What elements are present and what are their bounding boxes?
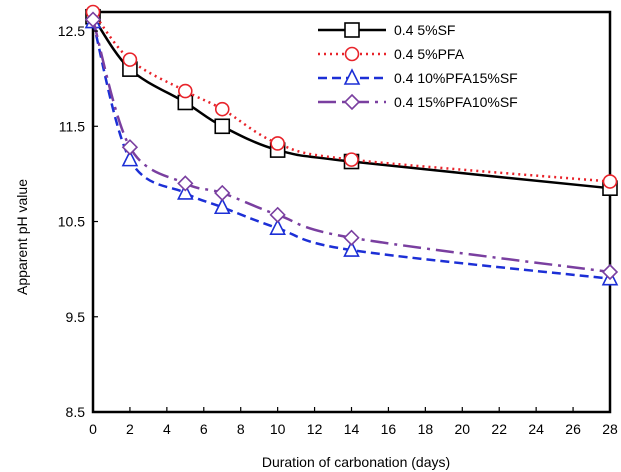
- series-4: [84, 11, 619, 281]
- axis-layer: 0 2 4 6 8 10 12 14 16 18 20 22 24 26 288.59.510.511.51…: [58, 23, 618, 437]
- x-tick-label: 16: [381, 421, 397, 437]
- data-point: [269, 218, 286, 235]
- x-tick-label: 2: [126, 421, 134, 437]
- x-axis-title: Duration of carbonation (days): [262, 454, 450, 470]
- x-tick-label: 8: [237, 421, 245, 437]
- legend-item: 0.4 10%PFA15%SF: [318, 68, 518, 86]
- data-point: [213, 197, 231, 215]
- legend-marker: [343, 93, 361, 111]
- data-point: [214, 118, 231, 135]
- legend-label: 0.4 10%PFA15%SF: [394, 70, 518, 86]
- data-point: [84, 11, 102, 28]
- x-tick-label: 28: [602, 421, 618, 437]
- legend-label: 0.4 5%SF: [394, 22, 455, 38]
- legend: 0.4 5%SF 0.4 5%PFA 0.4 10%PFA15%SF 0.4 15%P…: [318, 22, 518, 111]
- data-point: [177, 183, 194, 200]
- x-tick-label: 6: [200, 421, 208, 437]
- data-point: [177, 175, 194, 192]
- legend-item: 0.4 5%SF: [318, 22, 455, 38]
- data-point: [178, 83, 193, 99]
- data-point: [121, 149, 139, 167]
- series-layer: [84, 4, 619, 286]
- legend-marker: [344, 22, 360, 38]
- data-point: [214, 101, 230, 117]
- y-tick-label: 8.5: [66, 404, 86, 420]
- x-tick-label: 26: [565, 421, 581, 437]
- legend-label: 0.4 5%PFA: [394, 46, 465, 62]
- data-point: [344, 152, 359, 167]
- x-tick-label: 24: [528, 421, 544, 437]
- data-point: [343, 240, 360, 257]
- y-tick-label: 10.5: [58, 214, 85, 230]
- data-point: [601, 263, 619, 281]
- x-tick-label: 20: [454, 421, 470, 437]
- y-tick-label: 12.5: [58, 23, 85, 39]
- x-tick-label: 10: [270, 421, 286, 437]
- data-point: [121, 139, 139, 156]
- legend-item: 0.4 5%PFA: [318, 46, 465, 62]
- legend-label: 0.4 15%PFA10%SF: [394, 94, 518, 110]
- y-tick-label: 11.5: [59, 118, 85, 134]
- series-line: [91, 19, 611, 274]
- x-tick-label: 12: [307, 421, 323, 437]
- x-tick-label: 18: [418, 421, 434, 437]
- data-point: [269, 206, 286, 223]
- x-tick-label: 14: [344, 421, 360, 437]
- y-axis-title: Apparent pH value: [14, 179, 30, 295]
- x-tick-label: 4: [163, 421, 171, 437]
- data-point: [602, 174, 618, 189]
- data-point: [122, 52, 138, 67]
- data-point: [214, 184, 231, 202]
- x-tick-label: 0: [89, 421, 97, 437]
- y-tick-label: 9.5: [66, 309, 86, 325]
- data-point: [270, 136, 285, 151]
- legend-marker: [344, 46, 360, 62]
- data-point: [343, 229, 360, 246]
- x-tick-label: 22: [491, 421, 507, 437]
- legend-marker: [343, 68, 361, 85]
- legend-item: 0.4 15%PFA10%SF: [318, 93, 518, 111]
